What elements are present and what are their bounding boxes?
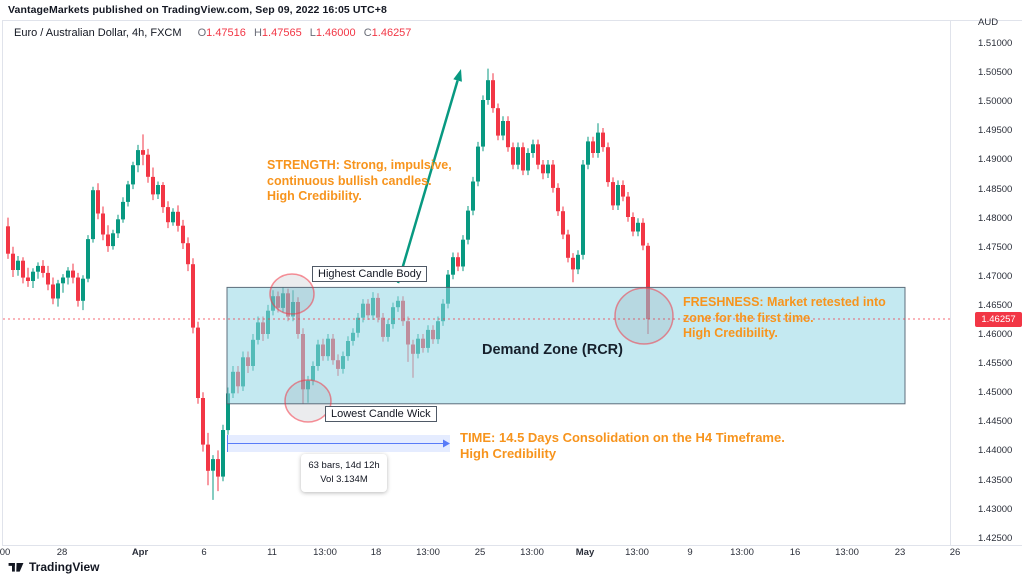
measure-volume-text: Vol 3.134M — [320, 474, 368, 485]
time-tick: 9 — [687, 547, 693, 558]
price-tick: 1.49000 — [978, 154, 1013, 166]
currency-label: AUD — [978, 17, 999, 28]
measure-bars-text: 63 bars, 14d 12h — [308, 460, 380, 471]
time-annotation: TIME: 14.5 Days Consolidation on the H4 … — [460, 430, 785, 461]
price-tick: 1.46000 — [978, 329, 1013, 340]
price-tick: 1.43000 — [978, 503, 1013, 515]
demand-zone-label: Demand Zone (RCR) — [482, 342, 623, 358]
time-tick: 13:00 — [625, 547, 649, 558]
time-tick: 18 — [370, 547, 382, 558]
high-key: H — [253, 27, 262, 39]
pane-borders — [2, 20, 1022, 546]
high-value: 1.47565 — [261, 27, 302, 39]
freshness-annotation: FRESHNESS: Market retested into zone for… — [683, 295, 886, 340]
highest-candle-body-label[interactable]: Highest Candle Body — [312, 266, 428, 282]
time-tick: 23 — [894, 547, 906, 558]
time-tick: May — [575, 547, 595, 558]
lowest-candle-wick-circle[interactable] — [284, 379, 332, 423]
price-tick: 1.43500 — [978, 474, 1013, 486]
time-tick: 25 — [474, 547, 486, 558]
price-tick: 1.42500 — [978, 532, 1013, 544]
price-tick: 1.45000 — [978, 387, 1013, 399]
time-tick: 28 — [56, 547, 68, 558]
last-price-tag: 1.46257 — [975, 311, 1022, 327]
price-tick: 1.50000 — [978, 96, 1013, 108]
time-tick: 26 — [949, 547, 961, 558]
time-tick: 6 — [201, 547, 207, 558]
time-tick: 00 — [0, 547, 11, 558]
price-tick: 1.48000 — [978, 212, 1013, 224]
price-tick: 1.45500 — [978, 358, 1013, 370]
tradingview-attribution[interactable]: TradingView — [8, 559, 99, 575]
time-tick: 16 — [789, 547, 801, 558]
symbol-title: Euro / Australian Dollar, 4h, FXCM — [14, 27, 182, 39]
time-tick: 13:00 — [835, 547, 859, 558]
date-range-measure[interactable] — [227, 435, 450, 452]
tradingview-logo-icon — [8, 563, 24, 572]
price-tick: 1.46500 — [978, 299, 1013, 311]
time-tick: Apr — [131, 547, 149, 558]
price-tick: 1.47500 — [978, 241, 1013, 253]
time-tick: 13:00 — [730, 547, 754, 558]
low-key: L — [309, 27, 316, 39]
price-tick: 1.49500 — [978, 125, 1013, 137]
price-tick: 1.44000 — [978, 445, 1013, 457]
close-value: 1.46257 — [371, 27, 412, 39]
price-tick: 1.50500 — [978, 67, 1013, 79]
demand-zone-rect[interactable] — [226, 286, 906, 405]
strength-annotation: STRENGTH: Strong, impulsive, continuous … — [267, 158, 452, 203]
measure-tooltip[interactable]: 63 bars, 14d 12h Vol 3.134M — [301, 454, 387, 492]
low-value: 1.46000 — [315, 27, 356, 39]
price-tick: 1.47000 — [978, 270, 1013, 282]
time-tick: 13:00 — [313, 547, 337, 558]
price-tick: 1.51000 — [978, 38, 1013, 49]
tradingview-brand-text: TradingView — [29, 560, 100, 574]
open-value: 1.47516 — [206, 27, 246, 39]
price-tick: 1.44500 — [978, 416, 1013, 428]
trend-arrow[interactable] — [396, 69, 462, 284]
time-tick: 13:00 — [416, 547, 440, 558]
lowest-candle-wick-label[interactable]: Lowest Candle Wick — [325, 406, 437, 422]
price-tick: 1.48500 — [978, 183, 1013, 195]
attribution-text: VantageMarkets published on TradingView.… — [8, 4, 387, 16]
open-key: O — [197, 27, 207, 39]
time-tick: 11 — [267, 547, 277, 558]
highest-candle-body-circle[interactable] — [269, 273, 315, 315]
close-key: C — [363, 27, 372, 39]
time-tick: 13:00 — [520, 547, 544, 558]
freshness-retest-circle[interactable] — [614, 287, 674, 345]
symbol-legend[interactable]: Euro / Australian Dollar, 4h, FXCM O1.47… — [14, 27, 411, 39]
